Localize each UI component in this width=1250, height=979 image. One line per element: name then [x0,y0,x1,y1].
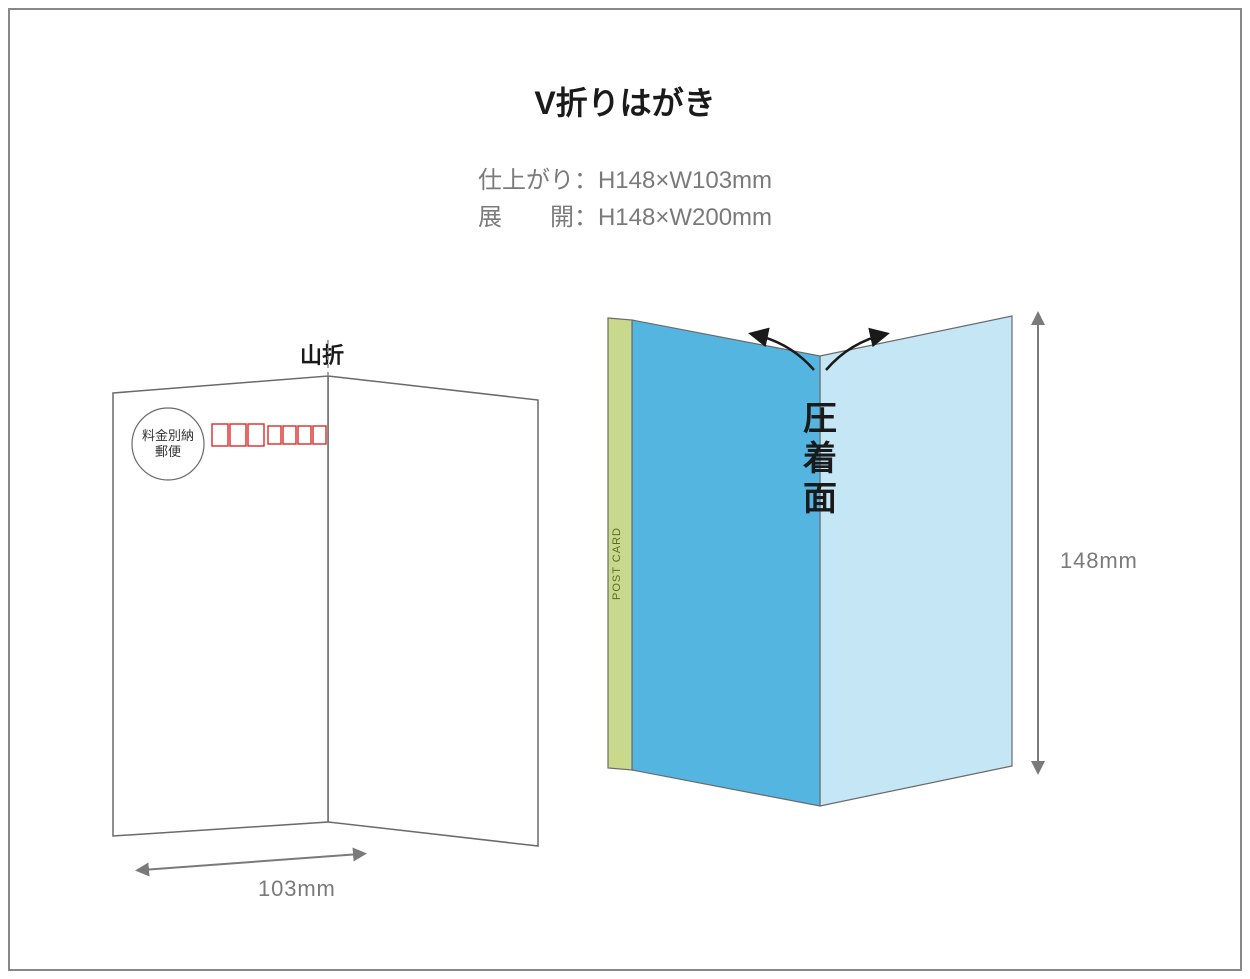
left-card-back-panel [328,376,538,846]
postcard-spine-text: POST CARD [611,527,623,600]
svg-text:圧: 圧 [803,400,837,438]
postage-stamp-line2: 郵便 [155,444,181,459]
right-card-left-panel [632,320,820,806]
postage-stamp-line1: 料金別納 [142,428,194,443]
width-dimension-arrow [142,854,360,870]
svg-text:着: 着 [802,440,837,478]
svg-text:面: 面 [803,480,837,518]
right-card-right-panel [820,316,1012,806]
diagram-svg: 料金別納 郵便 POST CARD 圧 着 面 [0,0,1250,979]
compress-face-label: 圧 着 面 [802,400,837,518]
